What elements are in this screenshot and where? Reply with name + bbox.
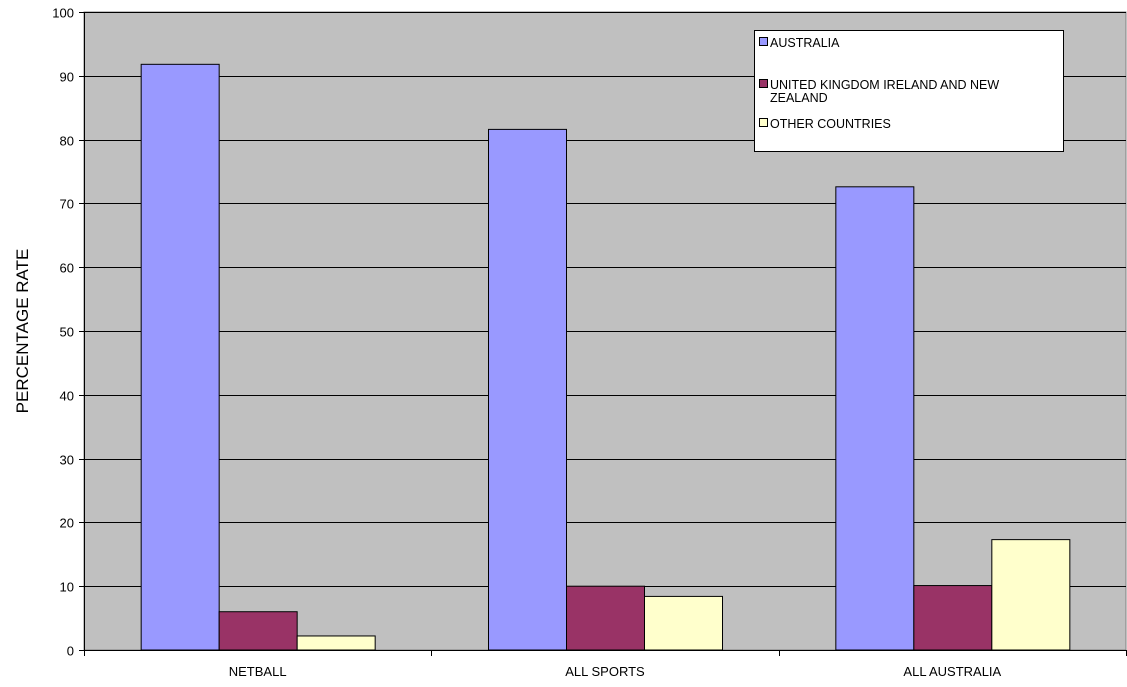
y-tick-label-40: 40 <box>60 389 74 404</box>
legend-swatch-1 <box>759 79 768 88</box>
legend-box <box>754 30 1064 152</box>
x-category-label: ALL AUSTRALIA <box>903 664 1001 679</box>
bar-all-sports-series-0 <box>488 128 567 651</box>
y-tick-label-20: 20 <box>60 516 74 531</box>
y-tick-label-80: 80 <box>60 134 74 149</box>
y-axis-label: PERCENTAGE RATE <box>13 249 32 414</box>
y-tick-label-50: 50 <box>60 325 74 340</box>
y-tick-label-0: 0 <box>67 644 74 659</box>
y-tick-label-30: 30 <box>60 453 74 468</box>
bar-netball-series-2 <box>296 635 376 651</box>
y-tick-label-10: 10 <box>60 580 74 595</box>
bars <box>140 63 1071 651</box>
bar-all-australia-series-2 <box>991 539 1071 651</box>
legend: AUSTRALIA UNITED KINGDOM IRELAND AND NEW Z… <box>754 30 1064 152</box>
legend-swatch-0 <box>759 37 768 46</box>
bar-all-australia-series-1 <box>913 585 993 651</box>
y-tick-label-70: 70 <box>60 197 74 212</box>
bar-all-australia-series-0 <box>835 186 915 651</box>
bar-all-sports-series-1 <box>566 585 645 651</box>
bar-netball-series-1 <box>218 611 298 651</box>
y-tick-label-90: 90 <box>60 70 74 85</box>
legend-label-2: OTHER COUNTRIES <box>770 117 891 131</box>
x-axis-categories: NETBALL ALL SPORTS ALL AUSTRALIA <box>229 664 1002 679</box>
y-axis-ticks: 0 10 20 30 40 50 60 70 80 90 100 <box>52 6 84 659</box>
legend-swatch-2 <box>759 118 768 127</box>
y-tick-label-100: 100 <box>52 6 74 21</box>
bar-netball-series-0 <box>140 63 220 651</box>
x-category-label: ALL SPORTS <box>565 664 645 679</box>
bar-all-sports-series-2 <box>644 595 723 651</box>
y-tick-label-60: 60 <box>60 261 74 276</box>
x-category-label: NETBALL <box>229 664 287 679</box>
legend-label-1: UNITED KINGDOM IRELAND AND NEW ZEALAND <box>770 78 999 105</box>
legend-label-0: AUSTRALIA <box>770 36 840 50</box>
